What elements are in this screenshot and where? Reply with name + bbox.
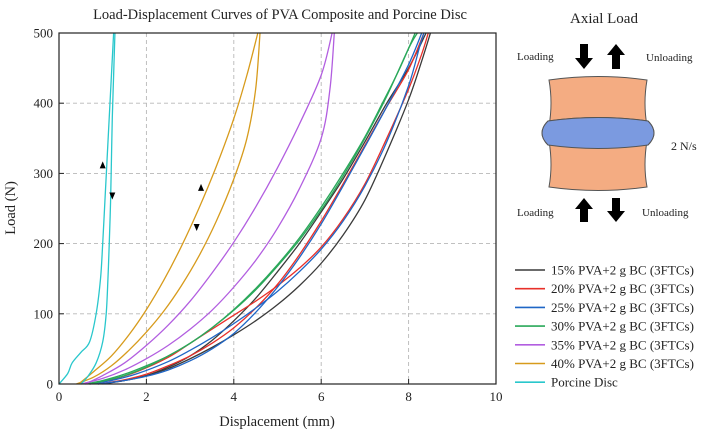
series-porcine-disc-loading [58, 32, 115, 385]
unloading-top-label: Unloading [646, 52, 693, 64]
diagram-title: Axial Load [570, 11, 638, 27]
porcine-unloading-arrow-icon [109, 192, 116, 200]
y-tick-label: 100 [34, 306, 54, 321]
pva40-loading-arrow-icon [198, 183, 205, 191]
plot-frame [58, 32, 497, 385]
series-25-pva-2-g-bc-3ftcs-loading [89, 32, 425, 385]
legend-label: 35% PVA+2 g BC (3FTCs) [551, 337, 694, 352]
series-30-pva-2-g-bc-3ftcs-loading [85, 32, 418, 385]
series-35-pva-2-g-bc-3ftcs-unloading [84, 32, 333, 385]
unloading-arrow-down-icon [607, 198, 625, 222]
x-tick-label: 2 [143, 389, 150, 404]
loading-top-label: Loading [517, 51, 554, 63]
series-porcine-disc-unloading [80, 32, 116, 385]
x-tick-label: 0 [56, 389, 63, 404]
y-tick-label: 500 [34, 26, 54, 41]
load-rate-label: 2 N/s [671, 139, 697, 153]
x-tick-label: 4 [231, 389, 238, 404]
x-tick-label: 6 [318, 389, 325, 404]
axial-load-diagram: Axial Load Loading Unloading 2 N/s Loadi… [517, 11, 697, 222]
upper-vertebra [548, 76, 648, 127]
pva40-unloading-arrow-icon [193, 224, 200, 232]
legend-label: 30% PVA+2 g BC (3FTCs) [551, 319, 694, 334]
legend-label: 40% PVA+2 g BC (3FTCs) [551, 356, 694, 371]
curves [58, 32, 432, 385]
grid-lines [59, 33, 496, 384]
x-tick-label: 8 [405, 389, 412, 404]
x-axis-ticks: 0 2 4 6 8 10 [56, 379, 503, 404]
porcine-loading-arrow-icon [99, 161, 106, 169]
legend-label: Porcine Disc [551, 375, 618, 390]
x-tick-label: 10 [490, 389, 503, 404]
loading-bottom-label: Loading [517, 207, 554, 219]
series-25-pva-2-g-bc-3ftcs-unloading [98, 32, 423, 385]
legend: 15% PVA+2 g BC (3FTCs) 20% PVA+2 g BC (3F… [515, 263, 694, 390]
series-30-pva-2-g-bc-3ftcs-unloading [89, 32, 416, 385]
unloading-bottom-label: Unloading [642, 207, 689, 219]
y-axis-ticks: 0 100 200 300 400 500 [34, 26, 64, 392]
chart-title: Load-Displacement Curves of PVA Composit… [93, 7, 467, 23]
series-15-pva-2-g-bc-3ftcs-loading [98, 32, 432, 385]
legend-label: 20% PVA+2 g BC (3FTCs) [551, 281, 694, 296]
loading-arrow-down-icon [575, 44, 593, 69]
y-tick-label: 200 [34, 236, 54, 251]
y-tick-label: 400 [34, 96, 54, 111]
direction-arrows [99, 161, 205, 232]
unloading-arrow-up-icon [607, 44, 625, 69]
plot-area: 0 2 4 6 8 10 0 100 200 300 400 500 [34, 26, 503, 405]
legend-label: 25% PVA+2 g BC (3FTCs) [551, 300, 694, 315]
y-axis-label: Load (N) [3, 181, 19, 235]
y-tick-label: 300 [34, 166, 54, 181]
series-40-pva-2-g-bc-3ftcs-loading [76, 32, 261, 385]
x-axis-label: Displacement (mm) [219, 414, 335, 430]
lower-vertebra [548, 140, 648, 191]
loading-arrow-up-icon [575, 198, 593, 222]
series-40-pva-2-g-bc-3ftcs-unloading [78, 32, 259, 385]
series-20-pva-2-g-bc-3ftcs-loading [89, 32, 429, 385]
y-tick-label: 0 [47, 377, 54, 392]
series-35-pva-2-g-bc-3ftcs-loading [80, 32, 335, 385]
series-15-pva-2-g-bc-3ftcs-unloading [102, 32, 427, 385]
legend-label: 15% PVA+2 g BC (3FTCs) [551, 263, 694, 278]
